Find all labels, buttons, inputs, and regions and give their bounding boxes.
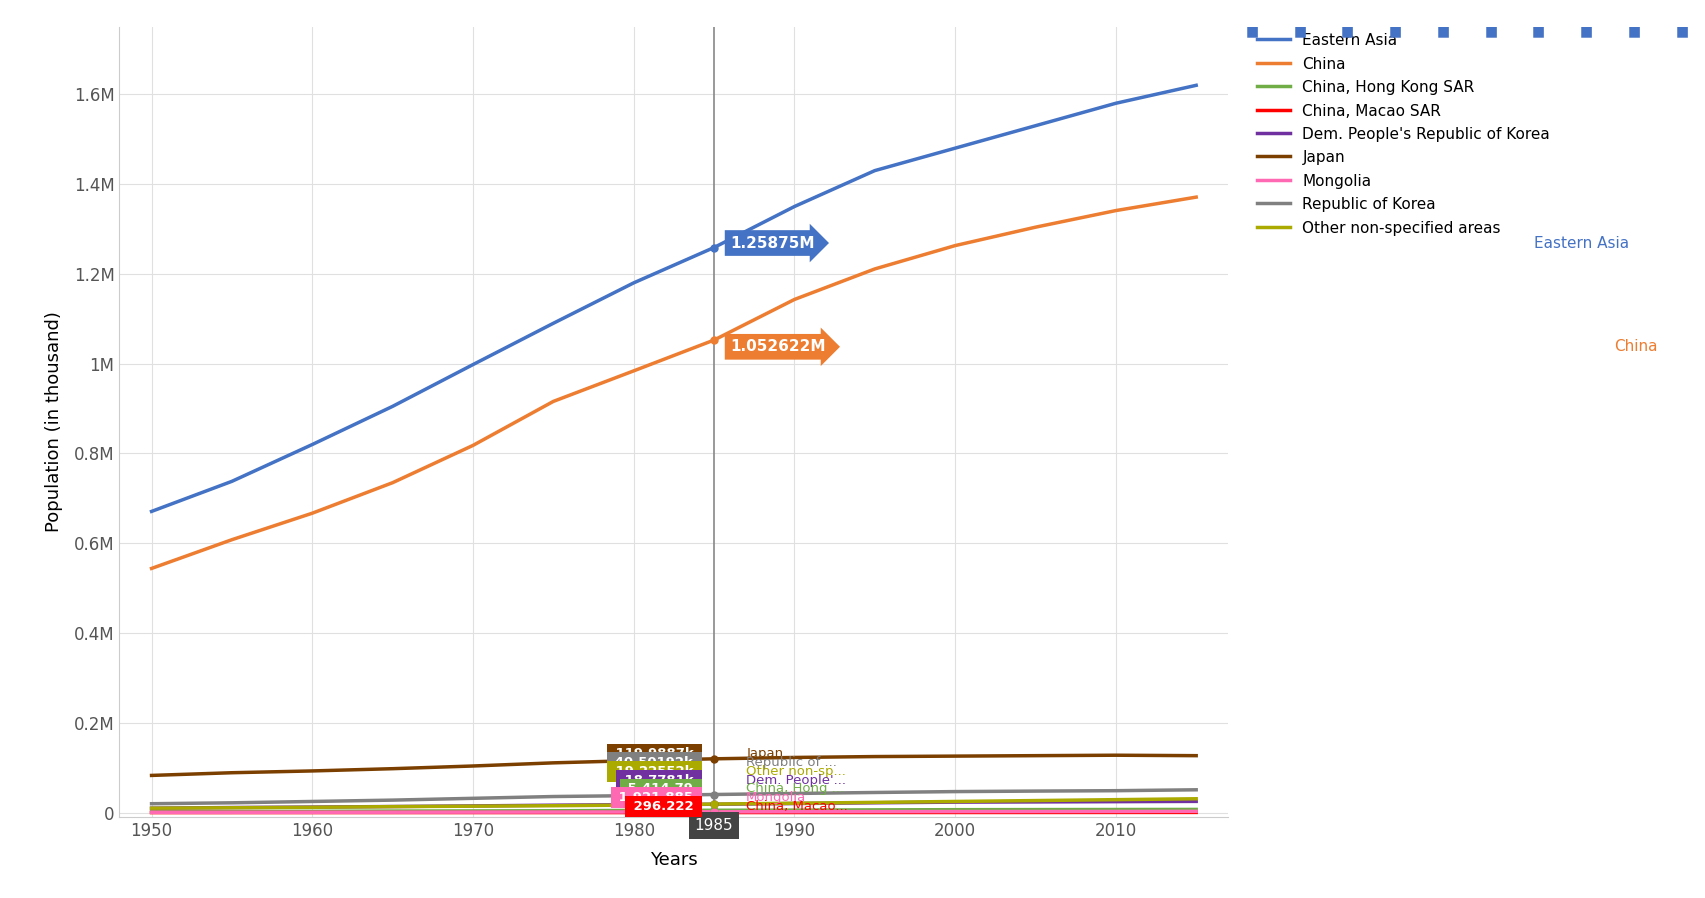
Text: China, Hong ...: China, Hong ... (745, 782, 844, 796)
X-axis label: Years: Years (650, 851, 697, 869)
Text: ■: ■ (1483, 24, 1497, 39)
Text: 1.052622M: 1.052622M (730, 339, 825, 355)
Text: ■: ■ (1579, 24, 1592, 39)
Text: 296.222: 296.222 (629, 800, 697, 813)
Text: Japan: Japan (745, 747, 783, 761)
Text: ■: ■ (1627, 24, 1640, 39)
Text: Other non-sp...: Other non-sp... (745, 765, 846, 778)
Text: 18.7781k: 18.7781k (619, 774, 697, 787)
Text: ■: ■ (1245, 24, 1258, 39)
Text: ■: ■ (1388, 24, 1402, 39)
Text: ■: ■ (1674, 24, 1688, 39)
Text: ■: ■ (1436, 24, 1449, 39)
Legend: Eastern Asia, China, China, Hong Kong SAR, China, Macao SAR, Dem. People's Repub: Eastern Asia, China, China, Hong Kong SA… (1250, 27, 1555, 242)
Text: 19.22552k: 19.22552k (610, 765, 697, 778)
Text: 5,414.79: 5,414.79 (622, 782, 697, 796)
Text: Eastern Asia: Eastern Asia (1533, 235, 1628, 251)
Text: China: China (1613, 339, 1657, 355)
Text: 1,921.885: 1,921.885 (614, 791, 697, 804)
Text: 1985: 1985 (694, 818, 733, 833)
Y-axis label: Population (in thousand): Population (in thousand) (44, 312, 63, 533)
Text: ■: ■ (1531, 24, 1545, 39)
Text: 40.50192k: 40.50192k (610, 756, 697, 769)
Text: 119.9887k: 119.9887k (610, 747, 697, 761)
Text: ■: ■ (1292, 24, 1306, 39)
Text: Dem. People'...: Dem. People'... (745, 774, 846, 787)
Text: ■: ■ (1340, 24, 1354, 39)
Text: Mongolia: Mongolia (745, 791, 806, 804)
Text: 1.25875M: 1.25875M (730, 235, 815, 251)
Text: China, Macao...: China, Macao... (745, 800, 847, 813)
Text: Republic of ...: Republic of ... (745, 756, 837, 769)
